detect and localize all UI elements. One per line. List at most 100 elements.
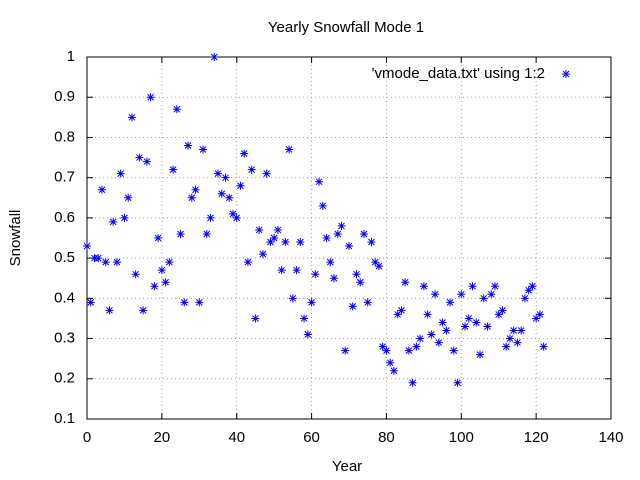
data-point: [199, 145, 208, 154]
y-tick-label: 0.8: [54, 128, 75, 145]
data-point: [389, 366, 398, 375]
data-point: [221, 173, 230, 182]
legend-marker: [562, 70, 570, 78]
data-point: [191, 185, 200, 194]
data-point: [498, 306, 507, 315]
data-point: [333, 229, 342, 238]
data-point: [184, 141, 193, 150]
data-point: [236, 181, 245, 190]
data-point: [337, 221, 346, 230]
data-point: [232, 213, 241, 222]
x-axis-label: Year: [332, 458, 362, 475]
data-point: [520, 294, 529, 303]
data-point: [154, 234, 163, 242]
data-point: [513, 338, 522, 347]
data-point: [348, 302, 357, 311]
data-point: [528, 282, 537, 291]
data-point: [517, 326, 526, 335]
data-point: [195, 298, 204, 307]
data-point: [210, 53, 219, 61]
data-point: [112, 258, 121, 267]
y-tick-label: 0.2: [54, 370, 75, 387]
data-point: [446, 298, 455, 307]
data-point: [277, 266, 286, 275]
data-point: [487, 290, 496, 299]
x-tick-label: 140: [598, 429, 623, 446]
plot-border: [86, 56, 612, 420]
data-point: [371, 258, 380, 267]
data-point: [438, 318, 447, 327]
data-point: [311, 270, 320, 279]
data-point: [303, 330, 312, 339]
data-point: [296, 238, 305, 247]
data-point: [120, 213, 129, 222]
data-point: [83, 242, 91, 251]
data-point: [109, 217, 118, 226]
data-point: [251, 314, 260, 323]
data-point: [468, 282, 477, 291]
data-point: [434, 338, 443, 347]
data-point: [165, 258, 174, 267]
data-point: [378, 342, 387, 351]
data-point: [243, 258, 252, 267]
data-point: [318, 201, 327, 210]
data-point: [187, 193, 196, 202]
x-tick-label: 40: [228, 429, 245, 446]
data-point: [266, 238, 275, 247]
data-point: [292, 266, 301, 275]
data-point: [285, 145, 294, 154]
data-point: [442, 326, 451, 335]
data-point: [150, 282, 159, 291]
data-point: [408, 378, 417, 387]
data-point: [101, 258, 110, 267]
data-point: [240, 149, 249, 158]
data-point: [363, 298, 372, 307]
data-point: [217, 189, 226, 198]
data-point: [431, 290, 440, 299]
x-tick-label: 100: [449, 429, 474, 446]
data-point: [270, 234, 279, 242]
data-point: [359, 229, 368, 238]
y-tick-label: 0.3: [54, 330, 75, 347]
y-axis-label: Snowfall: [7, 210, 24, 267]
data-point: [124, 193, 133, 202]
data-point: [169, 165, 178, 174]
data-point: [412, 342, 421, 351]
data-point: [214, 169, 222, 178]
data-point: [288, 294, 297, 303]
y-tick-label: 0.7: [54, 169, 75, 186]
x-tick-label: 120: [524, 429, 549, 446]
data-point: [461, 322, 470, 331]
data-point: [449, 346, 458, 355]
data-point: [131, 270, 140, 279]
data-point: [494, 310, 503, 319]
y-tick-label: 0.9: [54, 88, 75, 105]
data-point: [228, 209, 237, 218]
data-point: [453, 378, 462, 387]
data-point: [416, 334, 425, 343]
data-point: [505, 334, 514, 343]
data-point: [326, 258, 335, 267]
data-point: [161, 278, 170, 287]
data-point: [401, 278, 410, 287]
x-tick-label: 60: [303, 429, 320, 446]
data-point: [135, 153, 144, 162]
data-point: [457, 290, 466, 299]
data-point: [258, 250, 267, 259]
data-point: [490, 282, 499, 291]
x-tick-label: 0: [83, 429, 91, 446]
x-tick-label: 80: [378, 429, 395, 446]
data-point: [483, 322, 492, 331]
data-point: [386, 358, 395, 367]
data-point: [423, 310, 432, 319]
data-point: [255, 225, 264, 234]
data-point: [180, 298, 189, 307]
data-point: [345, 242, 353, 251]
data-point: [281, 238, 290, 247]
data-point: [127, 113, 136, 122]
data-point: [172, 105, 181, 114]
data-point: [374, 262, 383, 271]
data-point: [419, 282, 428, 291]
data-point: [86, 298, 95, 307]
